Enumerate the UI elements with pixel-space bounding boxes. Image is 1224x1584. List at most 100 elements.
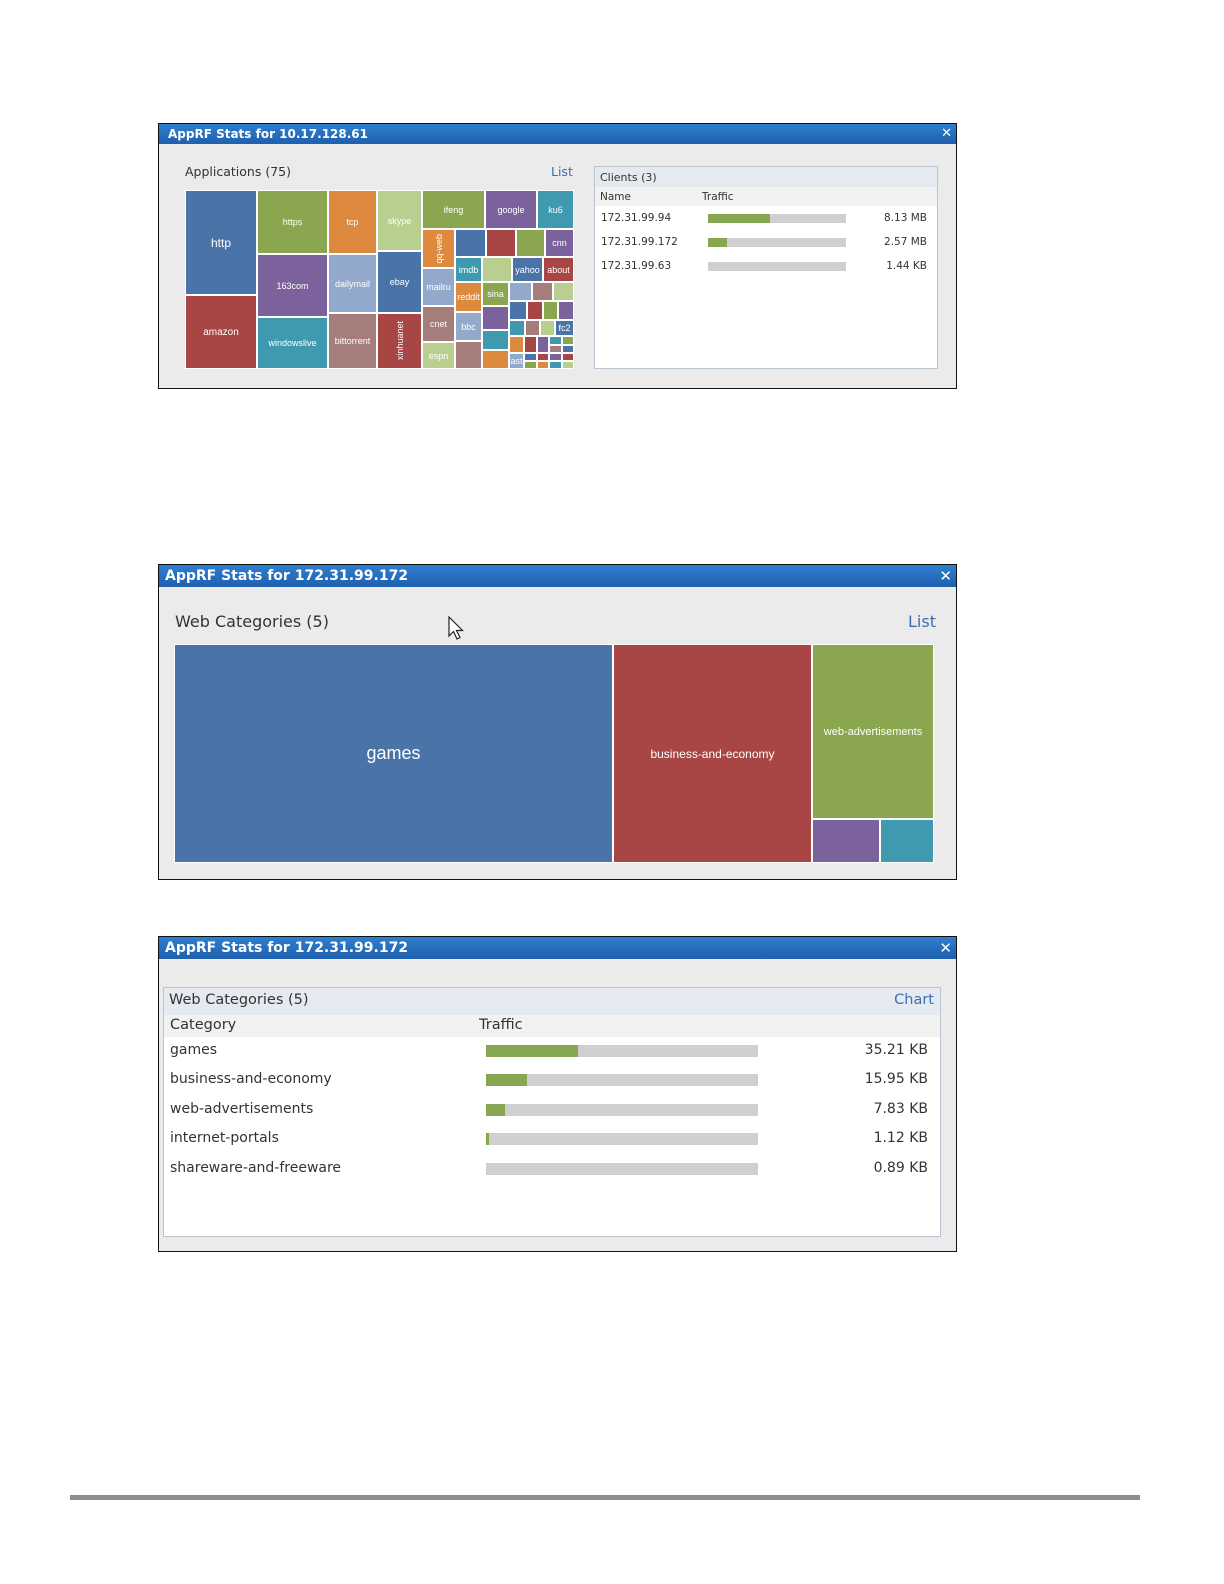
client-name: 172.31.99.63 [601, 260, 672, 272]
traffic-bar [486, 1163, 758, 1175]
treemap-tile-small[interactable] [543, 301, 558, 320]
treemap-tile-small[interactable] [455, 341, 482, 369]
treemap-tile-mailru[interactable]: mailru [422, 268, 455, 306]
treemap-tile-small[interactable] [527, 301, 543, 320]
treemap-tile-small[interactable] [537, 336, 549, 353]
treemap-tile-small[interactable] [524, 361, 537, 369]
treemap-tile-small[interactable] [549, 353, 562, 361]
treemap-tile-bittorrent[interactable]: bittorrent [328, 313, 377, 369]
treemap-tile-small[interactable] [455, 229, 486, 257]
traffic-bar [486, 1104, 758, 1116]
treemap-tile-business-and-economy[interactable]: business-and-economy [613, 644, 812, 863]
treemap-tile-small[interactable] [558, 301, 574, 320]
treemap-tile-small[interactable] [524, 336, 537, 353]
treemap-tile-internet-portals[interactable] [812, 819, 880, 863]
treemap-tile-163com[interactable]: 163com [257, 254, 328, 317]
treemap-tile-small[interactable] [537, 361, 549, 369]
treemap-tile-shareware-and-freeware[interactable] [880, 819, 934, 863]
list-panel-header [164, 988, 940, 1015]
treemap-tile-windowslive[interactable]: windowslive [257, 317, 328, 369]
treemap-tile-small[interactable] [540, 320, 555, 336]
treemap-tile-sina[interactable]: sina [482, 282, 509, 306]
treemap-tile-small[interactable] [549, 345, 562, 353]
treemap-tile-yahoo[interactable]: yahoo [512, 257, 543, 282]
traffic-bar-fill [486, 1045, 579, 1057]
close-icon[interactable]: ✕ [939, 939, 952, 957]
treemap-tile-xinhuanet[interactable]: xinhuanet [377, 313, 422, 369]
treemap-tile-small[interactable] [532, 282, 553, 301]
treemap-tile-small[interactable] [562, 361, 574, 369]
web-categories-title: Web Categories (5) [169, 992, 309, 1008]
treemap-tile-small[interactable] [553, 282, 574, 301]
category-name: web-advertisements [170, 1101, 314, 1117]
treemap-tile-small[interactable] [509, 320, 525, 336]
traffic-bar [708, 214, 846, 223]
list-col-header [164, 1015, 940, 1037]
treemap-tile-small[interactable] [509, 336, 524, 353]
dialog-2-title: AppRF Stats for 172.31.99.172 [165, 568, 409, 584]
treemap-tile-fc2[interactable]: fc2 [555, 320, 574, 336]
chart-link[interactable]: Chart [894, 992, 934, 1008]
traffic-bar-fill [486, 1074, 527, 1086]
treemap-tile-reddit[interactable]: reddit [455, 282, 482, 312]
treemap-tile-small[interactable] [509, 282, 532, 301]
treemap-tile-cnet[interactable]: cnet [422, 306, 455, 342]
dialog-1-titlebar[interactable]: AppRF Stats for 10.17.128.61 ✕ [159, 124, 956, 144]
treemap-tile-qq-web[interactable]: qq-web [422, 229, 455, 268]
footer-rule [70, 1495, 1140, 1500]
treemap-tile-cnn[interactable]: cnn [545, 229, 574, 257]
treemap-tile-amazon[interactable]: amazon [185, 295, 257, 369]
client-name: 172.31.99.94 [601, 212, 672, 224]
web-categories-list-panel: Web Categories (5) Chart Category Traffi… [163, 987, 941, 1237]
treemap-tile-small[interactable] [549, 336, 562, 345]
treemap-tile-small[interactable] [562, 345, 574, 353]
client-traffic: 1.44 KB [886, 260, 927, 272]
close-icon[interactable]: ✕ [939, 567, 952, 585]
treemap-tile-about[interactable]: about [543, 257, 574, 282]
treemap-tile-ku6[interactable]: ku6 [537, 190, 574, 229]
treemap-tile-bbc[interactable]: bbc [455, 312, 482, 341]
treemap-tile-https[interactable]: https [257, 190, 328, 254]
traffic-bar [486, 1045, 758, 1057]
dialog-2-titlebar[interactable]: AppRF Stats for 172.31.99.172 ✕ [159, 565, 956, 587]
treemap-tile-http[interactable]: http [185, 190, 257, 295]
treemap-tile-web-advertisements[interactable]: web-advertisements [812, 644, 934, 819]
list-link[interactable]: List [551, 164, 573, 179]
traffic-bar [708, 262, 846, 271]
treemap-tile-small[interactable] [516, 229, 545, 257]
dialog-3-titlebar[interactable]: AppRF Stats for 172.31.99.172 ✕ [159, 937, 956, 959]
treemap-tile-imdb[interactable]: imdb [455, 257, 482, 282]
traffic-bar [486, 1074, 758, 1086]
treemap-tile-small[interactable] [537, 353, 549, 361]
traffic-bar [708, 238, 846, 247]
treemap-tile-small[interactable] [524, 353, 537, 361]
category-traffic: 0.89 KB [873, 1160, 928, 1176]
treemap-tile-small[interactable] [549, 361, 562, 369]
list-link[interactable]: List [908, 612, 936, 631]
treemap-tile-espn[interactable]: espn [422, 342, 455, 369]
close-icon[interactable]: ✕ [941, 126, 952, 141]
treemap-tile-small[interactable] [482, 257, 512, 282]
treemap-tile-small[interactable] [509, 301, 527, 320]
treemap-tile-google[interactable]: google [485, 190, 537, 229]
treemap-tile-ast[interactable]: ast [509, 353, 524, 369]
col-traffic: Traffic [702, 191, 734, 203]
treemap-tile-small[interactable] [486, 229, 516, 257]
category-traffic: 35.21 KB [864, 1042, 928, 1058]
category-name: business-and-economy [170, 1071, 332, 1087]
treemap-tile-tcp[interactable]: tcp [328, 190, 377, 254]
treemap-tile-dailymail[interactable]: dailymail [328, 254, 377, 313]
treemap-tile-small[interactable] [482, 330, 509, 350]
treemap-tile-games[interactable]: games [174, 644, 613, 863]
treemap-tile-small[interactable] [482, 350, 509, 369]
treemap-tile-small[interactable] [482, 306, 509, 330]
apprf-dialog-2: AppRF Stats for 172.31.99.172 ✕ Web Cate… [158, 564, 957, 880]
treemap-tile-small[interactable] [562, 336, 574, 345]
treemap-tile-small[interactable] [525, 320, 540, 336]
treemap-tile-ebay[interactable]: ebay [377, 251, 422, 313]
treemap-tile-skype[interactable]: skype [377, 190, 422, 251]
treemap-tile-ifeng[interactable]: ifeng [422, 190, 485, 229]
traffic-bar [486, 1133, 758, 1145]
treemap-tile-small[interactable] [562, 353, 574, 361]
col-traffic: Traffic [479, 1017, 523, 1033]
